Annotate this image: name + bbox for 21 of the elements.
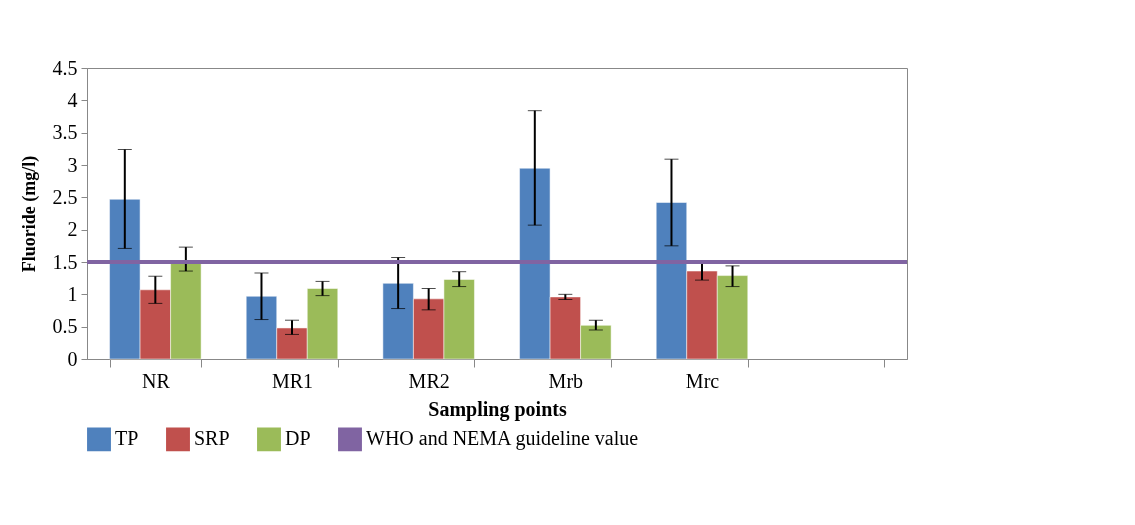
y-tick-label: 1: [67, 282, 78, 305]
x-tick-label: Mrb: [548, 369, 584, 392]
legend-label: WHO and NEMA guideline value: [366, 427, 639, 451]
y-tick-label: 2: [67, 218, 78, 241]
x-tick-label: MR2: [408, 369, 450, 392]
y-tick-label: 3: [67, 153, 78, 176]
y-tick-label: 2.5: [52, 185, 78, 208]
y-tick-label: 1.5: [52, 250, 78, 273]
legend-label: SRP: [194, 427, 230, 450]
y-tick-label: 4.5: [52, 56, 78, 79]
legend-label: DP: [285, 427, 311, 450]
y-axis-title: Fluoride (mg/l): [18, 155, 40, 273]
y-tick-label: 0.5: [52, 315, 78, 338]
y-tick-label: 4: [67, 88, 78, 111]
legend-label: TP: [115, 427, 139, 450]
y-tick-label: 0: [67, 347, 78, 370]
x-axis-title: Sampling points: [428, 397, 567, 421]
x-tick-label: MR1: [271, 369, 314, 392]
x-tick-label: Mrc: [685, 369, 720, 392]
x-tick-label: NR: [141, 369, 171, 392]
y-tick-label: 3.5: [52, 121, 78, 144]
